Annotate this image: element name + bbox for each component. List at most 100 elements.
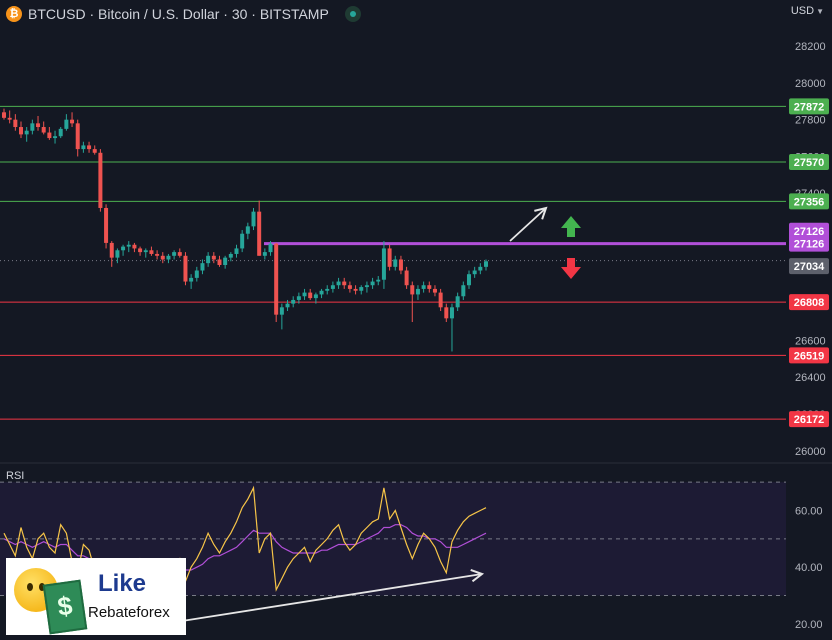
candle-body	[149, 250, 154, 254]
level-badge-27356-bg	[789, 193, 829, 210]
candle-body	[325, 288, 330, 291]
candle-body	[172, 252, 177, 256]
candle-body	[92, 149, 97, 153]
candle-body	[404, 270, 409, 286]
rsi-line	[3, 485, 487, 603]
candle-body	[223, 257, 228, 265]
candle-body	[421, 285, 426, 289]
candle-body	[166, 255, 171, 260]
candle-body	[308, 292, 313, 299]
candle-body	[64, 119, 69, 129]
candle-body	[381, 248, 386, 280]
chevron-down-icon: ▼	[816, 6, 824, 16]
level-badge-pivot-upper-bg	[789, 222, 829, 239]
level-badge-27872: 27872	[794, 101, 825, 113]
rsi-divergence-arrow	[181, 573, 483, 622]
candle-body	[19, 127, 24, 135]
bearish-arrow-icon	[561, 258, 581, 279]
main-pane	[0, 105, 832, 464]
candle-body	[81, 145, 86, 150]
candle-body	[109, 242, 114, 258]
trend-arrow-up	[509, 207, 547, 242]
candle-body	[36, 123, 41, 128]
candle-body	[41, 127, 46, 133]
candle-body	[13, 119, 18, 128]
candle-body	[466, 274, 471, 286]
candle-body	[268, 243, 273, 253]
candle-body	[75, 123, 80, 150]
candle-body	[370, 281, 375, 286]
candle-body	[398, 259, 403, 271]
price-tick-label: 26400	[795, 372, 826, 384]
candle-body	[217, 259, 222, 265]
price-tick-label: 27800	[795, 115, 826, 127]
level-badge-26172-bg	[789, 411, 829, 428]
candle-body	[132, 244, 137, 249]
candle-body	[274, 243, 279, 315]
candle-body	[291, 299, 296, 304]
candle-body	[24, 130, 29, 135]
current-price-badge: 27034	[794, 261, 825, 273]
candle-body	[98, 152, 103, 208]
candle-body	[200, 263, 205, 271]
bullish-arrow-icon	[561, 216, 581, 237]
candle-body	[211, 255, 216, 260]
level-badge-27126-bg	[789, 235, 829, 252]
candle-body	[393, 259, 398, 267]
currency-selector[interactable]: USD ▼	[791, 5, 824, 17]
candle-body	[104, 207, 109, 243]
candle-body	[194, 270, 199, 278]
price-tick-label: 28000	[795, 78, 826, 90]
level-badge-pivot-upper: 27126	[794, 226, 825, 238]
level-badge-27872-bg	[789, 98, 829, 115]
price-tick-label: 26600	[795, 335, 826, 347]
rsi-tick-label: 60.00	[795, 506, 823, 518]
chart-header: ₿ BTCUSD · Bitcoin / U.S. Dollar · 30 · …	[6, 4, 361, 24]
candle-body	[455, 296, 460, 308]
candle-body	[115, 250, 120, 258]
bitcoin-icon: ₿	[6, 6, 22, 22]
level-badge-26808-bg	[789, 294, 829, 311]
candle-body	[427, 285, 432, 289]
candle-body	[444, 307, 449, 319]
candle-body	[155, 253, 160, 256]
candle-body	[47, 132, 52, 139]
candle-body	[257, 211, 262, 256]
candle-body	[449, 307, 454, 319]
candle-body	[285, 303, 290, 308]
level-badge-26172: 26172	[794, 414, 825, 426]
candle-body	[228, 253, 233, 258]
price-axis[interactable]: 2600026200264002660026800270002720027400…	[789, 41, 829, 458]
candle-body	[126, 244, 131, 247]
candle-body	[53, 136, 58, 139]
candle-body	[438, 292, 443, 308]
candle-body	[206, 255, 211, 264]
rsi-tick-label: 20.00	[795, 619, 823, 631]
candle-body	[461, 285, 466, 297]
candle-body	[410, 285, 415, 295]
candle-body	[87, 145, 92, 150]
rsi-title: RSI	[6, 470, 25, 482]
chart-title: BTCUSD · Bitcoin / U.S. Dollar · 30 · BI…	[28, 6, 329, 22]
candle-body	[279, 307, 284, 315]
candle-body	[353, 288, 358, 291]
candle-body	[177, 252, 182, 256]
candle-body	[330, 285, 335, 289]
candle-body	[262, 252, 267, 256]
candle-body	[160, 255, 165, 260]
currency-label: USD	[790, 5, 815, 17]
market-status-icon[interactable]	[344, 6, 361, 22]
candle-body	[347, 285, 352, 289]
rsi-divergence-arrow-head	[470, 569, 485, 583]
candle-body	[478, 266, 483, 271]
candle-body	[376, 279, 381, 282]
trend-arrow-up-head	[534, 206, 548, 220]
candle-body	[296, 296, 301, 300]
candle-body	[472, 270, 477, 275]
level-badge-26519-bg	[789, 347, 829, 364]
candle-body	[183, 255, 188, 282]
rebateforex-logo: $ Like Rebateforex	[6, 558, 186, 635]
level-badge-27570-bg	[789, 153, 829, 170]
candle-body	[336, 281, 341, 286]
